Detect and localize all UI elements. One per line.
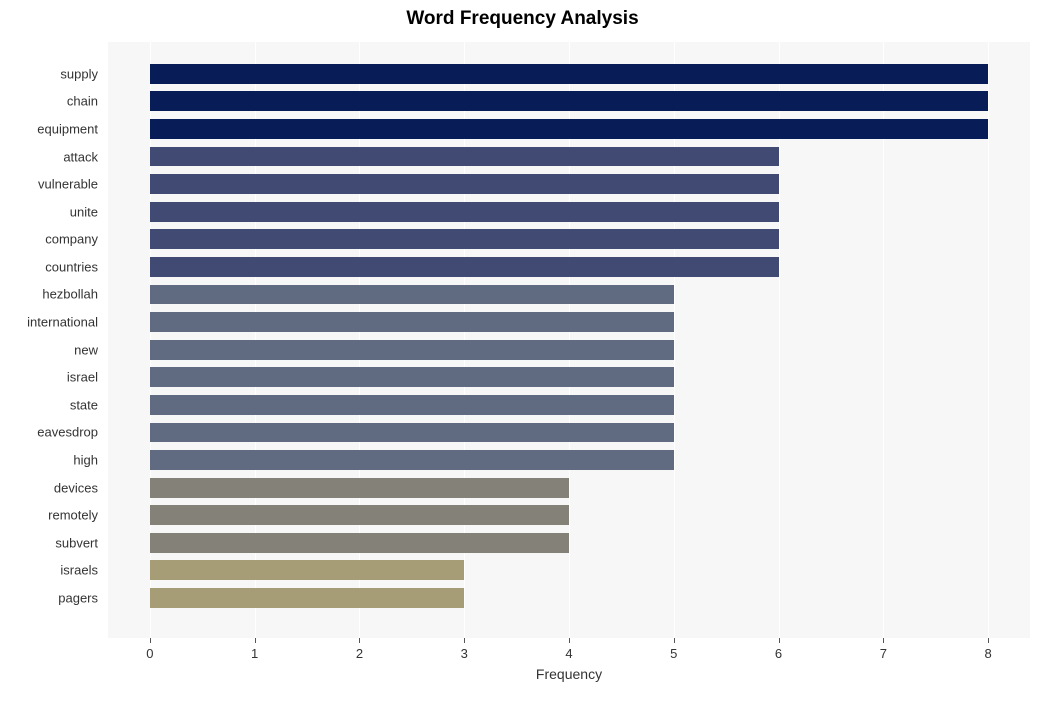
x-tick-mark xyxy=(674,638,675,643)
x-tick-label: 5 xyxy=(670,646,677,661)
x-tick-label: 7 xyxy=(880,646,887,661)
x-axis-label: Frequency xyxy=(108,666,1030,682)
x-tick-mark xyxy=(988,638,989,643)
y-tick-label: international xyxy=(0,315,98,330)
bar xyxy=(150,285,674,305)
bar xyxy=(150,312,674,332)
y-tick-label: devices xyxy=(0,480,98,495)
x-tick-label: 8 xyxy=(984,646,991,661)
x-tick-label: 2 xyxy=(356,646,363,661)
y-tick-label: unite xyxy=(0,204,98,219)
bar xyxy=(150,505,569,525)
y-tick-label: countries xyxy=(0,259,98,274)
bar xyxy=(150,147,779,167)
chart-container: Word Frequency Analysis Frequency 0 1 2 3 4 5… xyxy=(0,0,1045,701)
bar xyxy=(150,423,674,443)
x-tick-label: 0 xyxy=(146,646,153,661)
x-tick-mark xyxy=(464,638,465,643)
y-tick-label: company xyxy=(0,232,98,247)
y-tick-label: new xyxy=(0,342,98,357)
y-tick-label: pagers xyxy=(0,590,98,605)
x-tick-label: 6 xyxy=(775,646,782,661)
y-tick-label: state xyxy=(0,397,98,412)
bar xyxy=(150,478,569,498)
gridline xyxy=(988,42,989,638)
y-tick-label: hezbollah xyxy=(0,287,98,302)
bar xyxy=(150,533,569,553)
x-tick-mark xyxy=(359,638,360,643)
bar xyxy=(150,174,779,194)
bar xyxy=(150,119,988,139)
bar xyxy=(150,229,779,249)
bar xyxy=(150,64,988,84)
y-tick-label: equipment xyxy=(0,121,98,136)
y-tick-label: attack xyxy=(0,149,98,164)
bar xyxy=(150,367,674,387)
x-tick-mark xyxy=(883,638,884,643)
y-tick-label: high xyxy=(0,453,98,468)
bar xyxy=(150,340,674,360)
y-tick-label: subvert xyxy=(0,535,98,550)
x-tick-label: 4 xyxy=(565,646,572,661)
bar xyxy=(150,395,674,415)
x-tick-label: 1 xyxy=(251,646,258,661)
y-tick-label: remotely xyxy=(0,508,98,523)
x-tick-label: 3 xyxy=(461,646,468,661)
bar xyxy=(150,560,464,580)
y-tick-label: supply xyxy=(0,66,98,81)
y-tick-label: israel xyxy=(0,370,98,385)
bar xyxy=(150,588,464,608)
bar xyxy=(150,450,674,470)
bar xyxy=(150,202,779,222)
bar xyxy=(150,257,779,277)
y-tick-label: vulnerable xyxy=(0,177,98,192)
x-tick-mark xyxy=(255,638,256,643)
y-tick-label: chain xyxy=(0,94,98,109)
y-tick-label: israels xyxy=(0,563,98,578)
x-tick-mark xyxy=(150,638,151,643)
y-tick-label: eavesdrop xyxy=(0,425,98,440)
plot-area xyxy=(108,42,1030,638)
chart-title: Word Frequency Analysis xyxy=(0,8,1045,30)
bar xyxy=(150,91,988,111)
x-tick-mark xyxy=(779,638,780,643)
x-tick-mark xyxy=(569,638,570,643)
